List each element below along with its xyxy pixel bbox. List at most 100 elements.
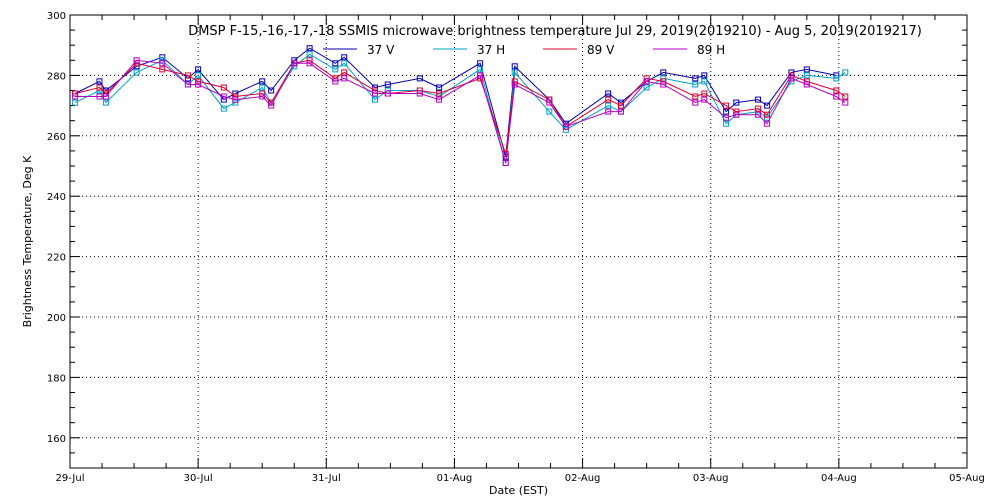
data-point xyxy=(72,99,79,106)
data-point xyxy=(220,105,227,112)
data-point xyxy=(102,99,109,106)
data-point xyxy=(102,93,109,100)
x-tick-label: 31-Jul xyxy=(312,473,341,484)
data-point xyxy=(701,96,708,103)
data-point xyxy=(332,66,339,73)
y-tick-label: 180 xyxy=(47,373,66,384)
data-point xyxy=(764,102,771,109)
data-point xyxy=(232,93,239,100)
data-point xyxy=(477,72,484,79)
series-37-v xyxy=(72,45,840,160)
y-tick-label: 240 xyxy=(47,192,66,203)
data-point xyxy=(416,75,423,82)
data-point xyxy=(692,75,699,82)
data-point xyxy=(511,69,518,76)
data-point xyxy=(259,84,266,91)
data-point xyxy=(660,81,667,88)
data-point xyxy=(195,81,202,88)
data-point xyxy=(803,78,810,85)
data-point xyxy=(268,87,275,94)
data-point xyxy=(842,93,849,100)
data-point xyxy=(618,108,624,115)
series-89-h xyxy=(72,57,849,166)
y-tick-label: 300 xyxy=(47,11,66,22)
y-tick-label: 200 xyxy=(47,313,66,324)
data-point xyxy=(268,102,275,109)
data-point xyxy=(803,66,810,73)
y-tick-label: 260 xyxy=(47,132,66,143)
data-point xyxy=(511,63,518,70)
data-point xyxy=(842,69,849,76)
data-point xyxy=(291,60,298,67)
data-point xyxy=(384,90,391,97)
series-line-89-h xyxy=(75,59,846,164)
data-point xyxy=(416,90,423,97)
data-point xyxy=(692,99,699,106)
data-point xyxy=(259,78,266,85)
x-tick-label: 30-Jul xyxy=(184,473,213,484)
data-point xyxy=(803,72,810,79)
data-point xyxy=(195,66,202,73)
data-point xyxy=(436,90,443,97)
data-point xyxy=(701,90,708,97)
data-point xyxy=(764,111,771,118)
x-axis-label: Date (EST) xyxy=(489,484,548,497)
data-point xyxy=(477,60,484,67)
grid-lines xyxy=(70,15,967,468)
data-point xyxy=(605,96,612,103)
data-point xyxy=(220,93,227,100)
data-point xyxy=(232,96,239,103)
data-point xyxy=(733,99,740,106)
data-point xyxy=(306,51,313,58)
data-point xyxy=(733,108,740,115)
data-point xyxy=(477,66,484,73)
data-point xyxy=(72,93,79,100)
data-point xyxy=(562,123,569,130)
data-point xyxy=(755,96,762,103)
plot-area-frame xyxy=(69,14,968,469)
data-point xyxy=(341,69,348,76)
data-point xyxy=(764,120,771,127)
data-point xyxy=(436,84,443,91)
data-point xyxy=(833,87,840,94)
data-point xyxy=(259,93,266,100)
data-point xyxy=(723,114,730,121)
data-point xyxy=(306,60,313,67)
legend-label-37-h: 37 H xyxy=(477,43,505,57)
series-line-37-h xyxy=(74,53,846,164)
legend: 37 V 37 H 89 V 89 H xyxy=(323,43,725,57)
data-point xyxy=(332,60,339,67)
data-point xyxy=(306,45,313,52)
y-tick-label: 280 xyxy=(47,71,66,82)
data-point xyxy=(133,69,140,76)
data-point xyxy=(701,72,708,79)
data-point xyxy=(195,72,202,79)
data-point xyxy=(133,57,140,64)
data-point xyxy=(643,78,650,85)
data-point xyxy=(643,84,650,91)
legend-label-89-h: 89 H xyxy=(697,43,725,57)
data-point xyxy=(723,120,730,127)
data-point xyxy=(159,66,166,73)
data-point xyxy=(159,60,166,67)
data-point xyxy=(833,93,840,100)
data-point xyxy=(372,90,378,97)
data-point xyxy=(605,108,612,115)
data-point xyxy=(701,78,708,85)
x-tick-label: 04-Aug xyxy=(821,473,857,484)
data-point xyxy=(618,102,624,109)
data-point xyxy=(660,69,667,76)
data-point xyxy=(502,160,509,166)
data-point xyxy=(803,81,810,88)
data-point xyxy=(660,78,667,85)
data-point xyxy=(723,108,730,115)
data-point xyxy=(372,96,378,103)
data-point xyxy=(511,78,518,85)
x-tick-label: 03-Aug xyxy=(693,473,729,484)
x-tick-label: 05-Aug xyxy=(949,473,985,484)
data-point xyxy=(546,108,553,115)
data-point xyxy=(184,72,191,79)
data-point xyxy=(332,78,339,85)
legend-label-89-v: 89 V xyxy=(587,43,615,57)
